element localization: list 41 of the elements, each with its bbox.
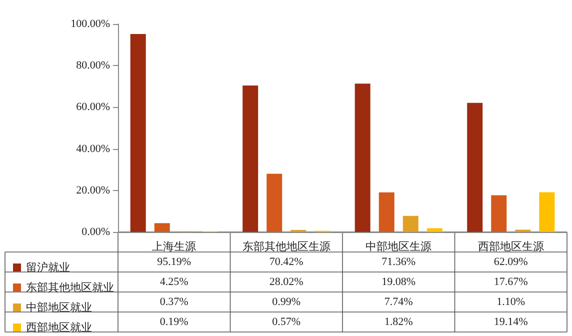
bar [354, 84, 370, 232]
x-tick-label: 上海生源 [152, 240, 196, 253]
bar [402, 216, 418, 232]
data-label: 7.74% [384, 296, 413, 308]
bar [539, 192, 555, 232]
data-label: 0.19% [160, 316, 188, 328]
data-label: 0.57% [272, 316, 301, 328]
bar [266, 174, 282, 232]
legend-label: 中部地区就业 [26, 301, 92, 314]
data-label: 1.82% [384, 316, 413, 328]
bar [242, 86, 258, 232]
data-label: 28.02% [269, 276, 304, 288]
data-label: 71.36% [382, 256, 416, 268]
data-label: 95.19% [157, 256, 192, 268]
x-tick-label: 东部其他地区生源 [242, 240, 330, 253]
x-tick-label: 中部地区生源 [366, 240, 432, 253]
data-label: 19.08% [382, 276, 416, 288]
bar [491, 195, 507, 232]
data-label: 0.99% [272, 296, 301, 308]
data-label: 19.14% [494, 316, 528, 328]
data-label: 62.09% [494, 256, 528, 268]
x-tick-label: 西部地区生源 [478, 240, 544, 253]
y-tick-label: 60.00% [76, 101, 110, 114]
bar [154, 223, 170, 232]
legend-label: 东部其他地区就业 [26, 281, 114, 294]
y-tick-label: 80.00% [76, 60, 110, 72]
legend-label: 留沪就业 [26, 261, 70, 274]
y-tick-label: 40.00% [76, 142, 110, 155]
data-label: 17.67% [494, 276, 528, 288]
data-label: 0.37% [160, 296, 188, 308]
bar [130, 34, 146, 232]
bar [467, 102, 483, 232]
bar [378, 192, 394, 232]
data-label: 1.10% [496, 296, 526, 308]
y-tick-label: 20.00% [76, 184, 110, 196]
y-tick-label: 100.00% [70, 18, 110, 30]
bar [426, 228, 442, 232]
data-label: 4.25% [160, 276, 188, 288]
data-label: 70.42% [269, 256, 304, 268]
y-tick-label: 0.00% [82, 226, 110, 238]
legend-label: 西部地区就业 [26, 321, 92, 334]
